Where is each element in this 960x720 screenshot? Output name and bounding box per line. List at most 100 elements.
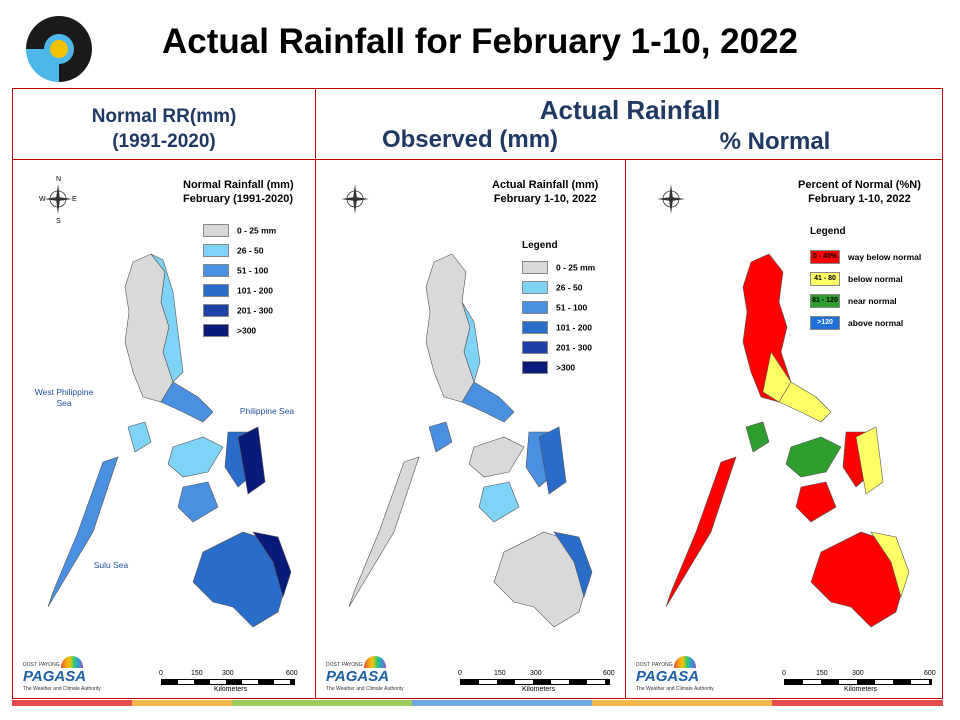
legend-item: 101 - 200 [522,321,592,334]
legend-label: 51 - 100 [237,265,269,276]
footer-strip-red [12,700,132,706]
map-title-percent: Percent of Normal (%N) February 1-10, 20… [798,178,921,206]
legend-swatch [203,304,229,317]
page-title: Actual Rainfall for February 1-10, 2022 [161,22,799,61]
legend-swatch [522,341,548,354]
legend-item: 51 - 100 [522,301,587,314]
legend-label: >300 [556,362,576,373]
map-title-line1: Normal Rainfall (mm) [183,179,294,191]
umbrella-icon [61,656,83,668]
footer-strip-orange [592,700,772,706]
legend-swatch: 0 - 40% [810,250,840,264]
legend-swatch [203,324,229,337]
legend-title: Legend [810,226,846,237]
legend-item: 101 - 200 [203,284,273,297]
legend-swatch [203,224,229,237]
legend-label: 201 - 300 [237,305,273,316]
footer-strip-blue [412,700,592,706]
map-title-line1: Actual Rainfall (mm) [492,179,599,191]
scale-unit: Kilometers [522,686,556,693]
header-normal-line2: (1991-2020) [112,131,216,152]
legend-item: >120 above normal [810,316,903,330]
legend-label: near normal [848,296,897,306]
dost-label: DOST [23,662,37,668]
map-title-normal: Normal Rainfall (mm) February (1991-2020… [183,178,294,206]
legend-swatch [203,284,229,297]
legend-swatch: 81 - 120 [810,294,840,308]
payong-label: PAYONG [342,662,363,668]
pagasa-wordmark: PAGASA [23,668,87,685]
compass-e: E [72,196,77,203]
scale-tick-600: 600 [286,670,298,677]
scale-tick-600: 600 [603,670,615,677]
sea-label-sulu: Sulu Sea [93,560,129,570]
scale-tick-300: 300 [222,670,234,677]
legend-swatch [522,281,548,294]
legend-item: 81 - 120 near normal [810,294,897,308]
scale-tick-150: 150 [191,670,203,677]
legend-item: 201 - 300 [203,304,273,317]
panel-divider-2 [625,159,626,699]
legend-item: 26 - 50 [203,244,263,257]
legend-item: 0 - 25 mm [203,224,276,237]
payong-label: PAYONG [652,662,673,668]
scale-tick-300: 300 [530,670,542,677]
body-frame [12,159,943,699]
footer-strip-yellow [132,700,232,706]
scale-unit: Kilometers [844,686,878,693]
footer-strip-green [232,700,412,706]
legend-swatch [522,301,548,314]
legend-item: 41 - 80 below normal [810,272,903,286]
pagasa-tagline: The Weather and Climate Authority [23,686,101,692]
map-title-line2: February 1-10, 2022 [808,193,911,205]
umbrella-icon [674,656,696,668]
legend-swatch: >120 [810,316,840,330]
header-normal-rr: Normal RR(mm) (1991-2020) [14,104,314,154]
legend-label: >300 [237,325,257,336]
pagasa-tagline: The Weather and Climate Authority [326,686,404,692]
panel-divider-1 [315,159,316,699]
legend-label: above normal [848,318,904,328]
dost-label: DOST [636,662,650,668]
panel-actual: Actual Rainfall (mm) February 1-10, 2022… [316,162,624,697]
legend-item: 51 - 100 [203,264,268,277]
header-actual-rainfall: Actual Rainfall [539,95,721,125]
philippines-map-actual [348,253,593,628]
scale-tick-150: 150 [494,670,506,677]
legend-label: way below normal [848,252,922,262]
legend-swatch [203,244,229,257]
map-title-line1: Percent of Normal (%N) [798,179,921,191]
legend-swatch [203,264,229,277]
compass-n: N [56,176,62,183]
legend-item: 0 - 40% way below normal [810,250,921,264]
legend-item: >300 [203,324,256,337]
legend-swatch [522,321,548,334]
philippines-map-percent [665,253,910,628]
scale-tick-300: 300 [852,670,864,677]
legend-swatch: 41 - 80 [810,272,840,286]
legend-label: 51 - 100 [556,302,588,313]
legend-item: 201 - 300 [522,341,592,354]
pagasa-wordmark: PAGASA [326,668,390,685]
scale-bar [161,679,295,685]
scale-bar [784,679,932,685]
compass-icon [341,184,369,214]
pagasa-logo [24,14,94,84]
legend-label: 26 - 50 [556,282,583,293]
compass-s: S [56,218,61,225]
legend-label: 101 - 200 [556,322,592,333]
header-percent-normal: % Normal [719,128,831,155]
panel-normal: N S W E Normal Rainfall (mm) February (1… [13,162,315,697]
scale-tick-150: 150 [816,670,828,677]
footer-strip-red-2 [772,700,943,706]
legend-item: 26 - 50 [522,281,582,294]
legend-label: 0 - 25 mm [237,225,277,236]
legend-swatch [522,361,548,374]
legend-swatch [522,261,548,274]
map-title-line2: February (1991-2020) [183,193,294,205]
legend-item: >300 [522,361,575,374]
header-normal-line1: Normal RR(mm) [91,106,237,127]
pagasa-wordmark: PAGASA [636,668,700,685]
panel-percent: Percent of Normal (%N) February 1-10, 20… [626,162,942,697]
legend-label: below normal [848,274,903,284]
